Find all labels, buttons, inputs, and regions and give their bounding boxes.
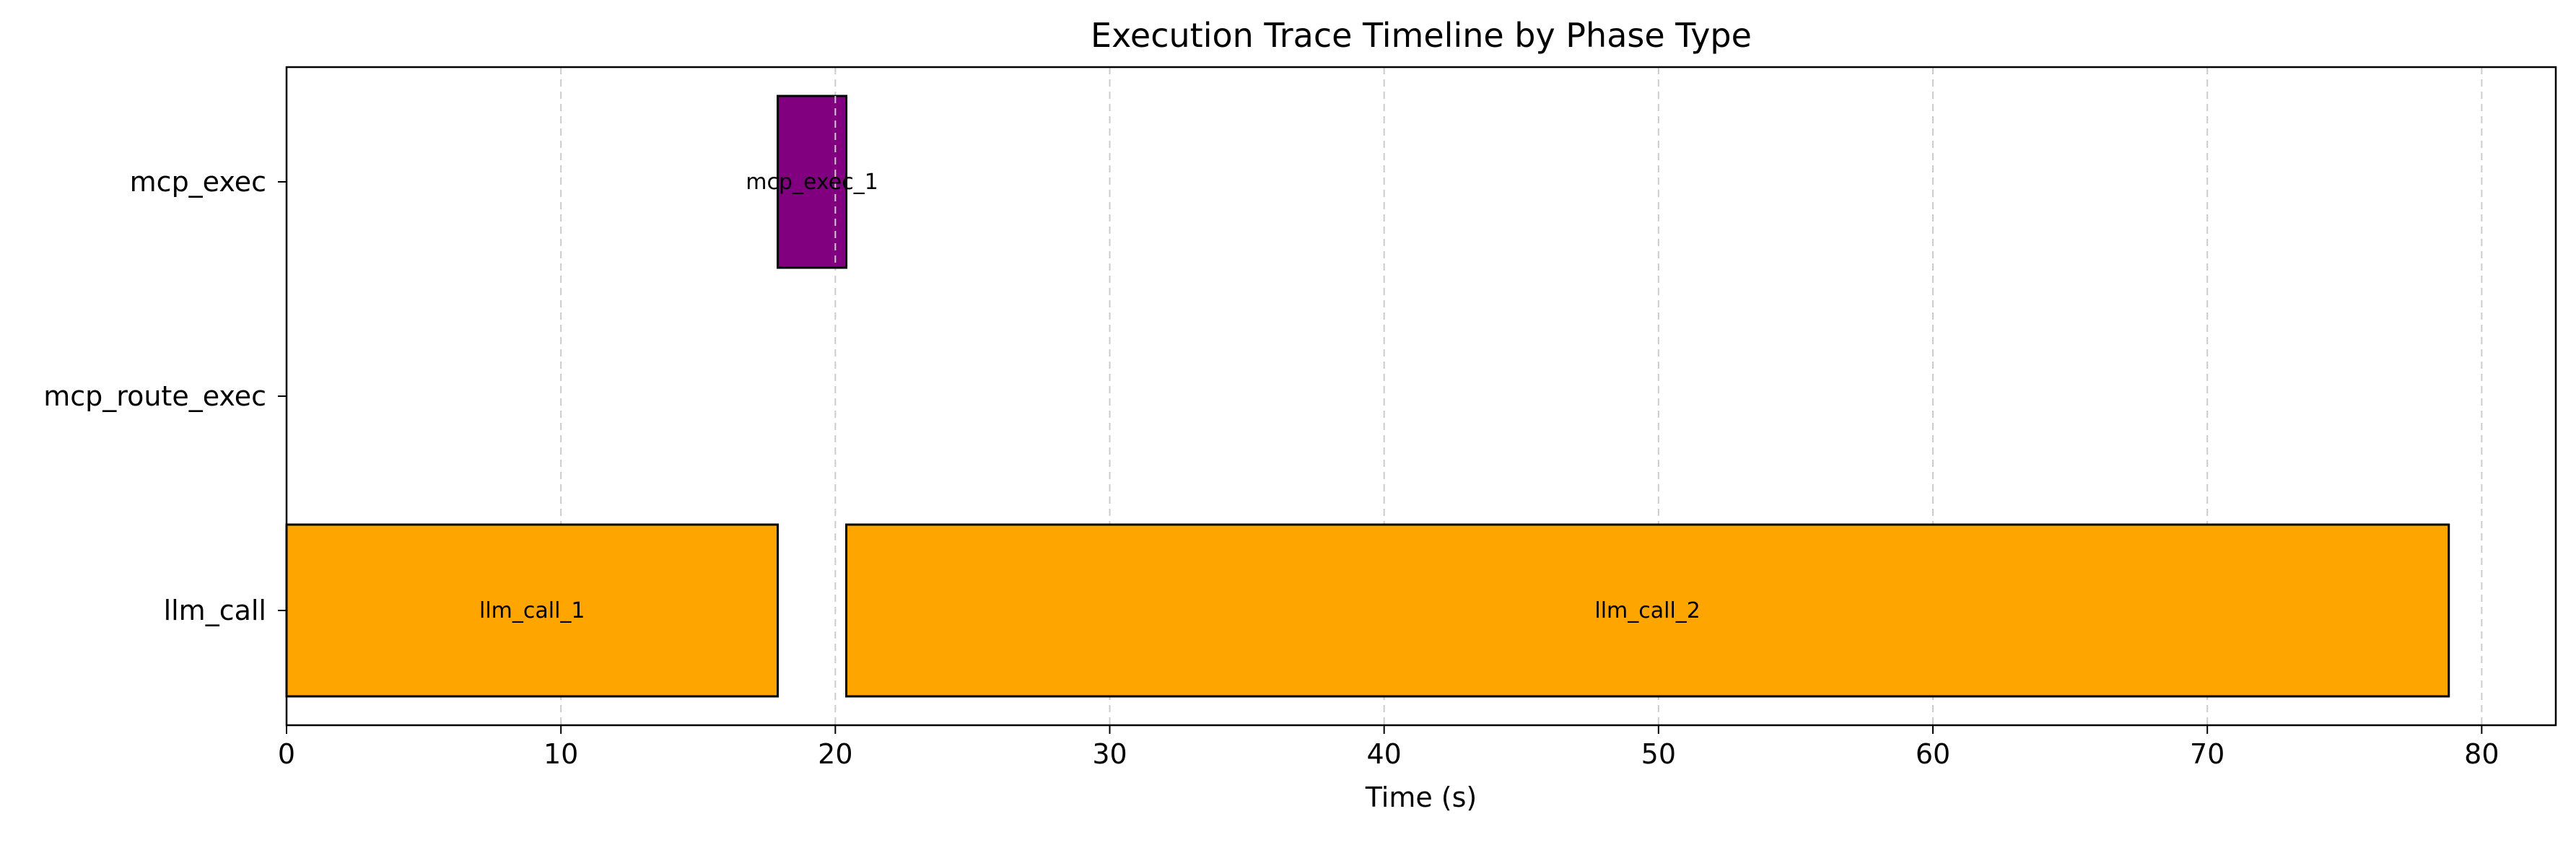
x-tick-label: 50 [1641, 738, 1676, 770]
y-axis-ticks: llm_call mcp_route_exec mcp_exec [43, 166, 287, 626]
bars: llm_call_1 mcp_exec_1 llm_call_2 [285, 95, 2450, 698]
x-axis-ticks: 0 10 20 30 40 50 60 70 80 [278, 725, 2499, 770]
x-tick-label: 80 [2464, 738, 2499, 770]
x-tick-label: 0 [278, 738, 295, 770]
bar-llm_call_2 [845, 523, 2450, 698]
y-tick-label: mcp_exec [130, 166, 266, 198]
x-tick-label: 20 [818, 738, 852, 770]
x-tick-label: 70 [2190, 738, 2224, 770]
bar-label: llm_call_2 [1594, 598, 1700, 623]
chart-title: Execution Trace Timeline by Phase Type [1091, 16, 1752, 55]
x-axis-label: Time (s) [1365, 781, 1477, 813]
x-tick-label: 60 [1916, 738, 1950, 770]
y-tick-label: mcp_route_exec [43, 380, 266, 412]
y-tick-label: llm_call [164, 595, 266, 626]
x-tick-label: 40 [1366, 738, 1401, 770]
bar-label: mcp_exec_1 [746, 170, 878, 195]
x-tick-label: 10 [543, 738, 578, 770]
x-tick-label: 30 [1092, 738, 1127, 770]
bar-label: llm_call_1 [479, 598, 585, 623]
bar-llm_call_1 [285, 523, 780, 698]
